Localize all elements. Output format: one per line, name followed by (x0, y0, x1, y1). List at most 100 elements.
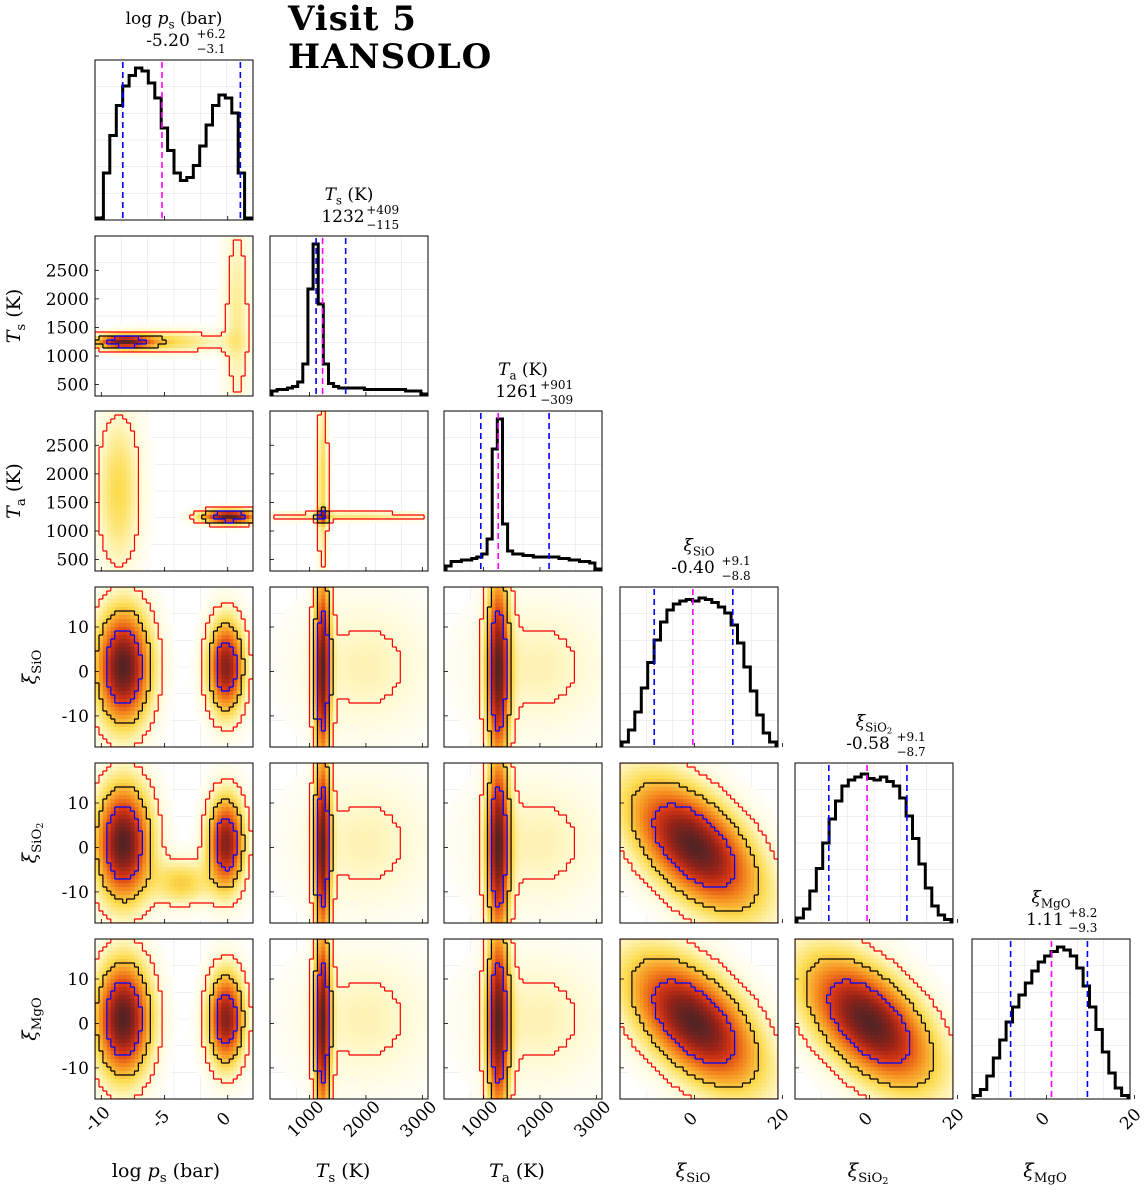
density-cell (273, 631, 279, 636)
density-cell (325, 415, 330, 420)
density-cell (329, 527, 334, 532)
density-cell (313, 607, 318, 612)
density-cell (372, 659, 378, 664)
density-cell (241, 384, 246, 389)
density-cell (118, 699, 124, 704)
density-cell (249, 515, 253, 520)
density-cell (150, 739, 155, 744)
density-cell (130, 623, 135, 628)
density-cell (162, 603, 167, 608)
density-cell (118, 739, 124, 744)
density-cell (356, 735, 362, 740)
density-cell (177, 515, 183, 520)
density-cell (110, 523, 116, 528)
density-cell (197, 519, 203, 524)
density-cell (313, 667, 318, 672)
density-cell (467, 619, 473, 624)
density-cell (337, 667, 342, 672)
density-cell (181, 328, 187, 333)
density-cell (245, 663, 250, 668)
density-cell (396, 647, 401, 652)
density-cell (309, 715, 314, 720)
density-cell (483, 695, 488, 700)
density-cell (360, 715, 366, 720)
density-cell (297, 635, 302, 640)
density-cell (451, 707, 457, 712)
density-cell (412, 691, 417, 696)
density-cell (313, 687, 318, 692)
density-cell (134, 607, 139, 612)
density-cell (130, 435, 135, 440)
density-cell (245, 523, 250, 528)
density-cell (325, 483, 330, 488)
density-cell (225, 360, 230, 365)
density-cell (233, 691, 238, 696)
density-cell (245, 244, 250, 249)
density-cell (356, 687, 362, 692)
density-cell (150, 743, 155, 747)
density-cell (388, 595, 393, 600)
density-cell (313, 507, 318, 512)
density-cell (388, 671, 393, 676)
density-cell (98, 527, 104, 532)
density-cell (333, 703, 338, 708)
density-cell (126, 591, 131, 596)
density-cell (114, 443, 120, 448)
density-cell (352, 671, 358, 676)
density-cell (416, 631, 421, 636)
density-cell (205, 332, 210, 337)
density-cell (193, 352, 199, 357)
density-cell (150, 703, 155, 708)
density-cell (138, 567, 143, 571)
density-cell (213, 675, 218, 680)
density-cell (368, 655, 374, 660)
density-cell (364, 619, 370, 624)
density-cell (333, 695, 338, 700)
density-cell (325, 499, 330, 504)
density-cell (233, 667, 238, 672)
density-cell (424, 659, 428, 664)
density-cell (134, 411, 139, 416)
density-cell (154, 348, 159, 353)
density-cell (356, 591, 362, 596)
density-cell (380, 735, 385, 740)
density-cell (221, 715, 226, 720)
density-cell (150, 527, 155, 532)
density-cell (400, 607, 405, 612)
density-cell (150, 348, 155, 353)
density-cell (317, 487, 322, 492)
density-cell (245, 392, 250, 396)
density-cell (110, 539, 116, 544)
density-cell (237, 312, 242, 317)
density-cell (95, 531, 100, 536)
density-cell (447, 635, 453, 640)
density-cell (126, 531, 131, 536)
density-cell (321, 531, 326, 536)
density-cell (118, 723, 124, 728)
density-cell (416, 615, 421, 620)
density-cell (325, 611, 330, 616)
density-cell (209, 707, 214, 712)
density-cell (475, 667, 480, 672)
density-cell (114, 423, 120, 428)
density-cell (138, 611, 143, 616)
density-cell (285, 619, 291, 624)
density-cell (114, 655, 120, 660)
density-cell (225, 284, 230, 289)
density-cell (122, 699, 127, 704)
density-cell (201, 607, 206, 612)
density-cell (392, 739, 397, 744)
density-cell (321, 727, 326, 732)
density-cell (467, 643, 473, 648)
density-cell (197, 348, 203, 353)
density-cell (134, 336, 139, 341)
density-cell (158, 599, 163, 604)
density-cell (102, 735, 108, 740)
density-cell (106, 727, 112, 732)
density-cell (293, 679, 299, 684)
density-cell (150, 519, 155, 524)
density-cell (134, 603, 139, 608)
density-cell (134, 356, 139, 361)
density-cell (364, 711, 370, 716)
density-cell (95, 527, 100, 532)
